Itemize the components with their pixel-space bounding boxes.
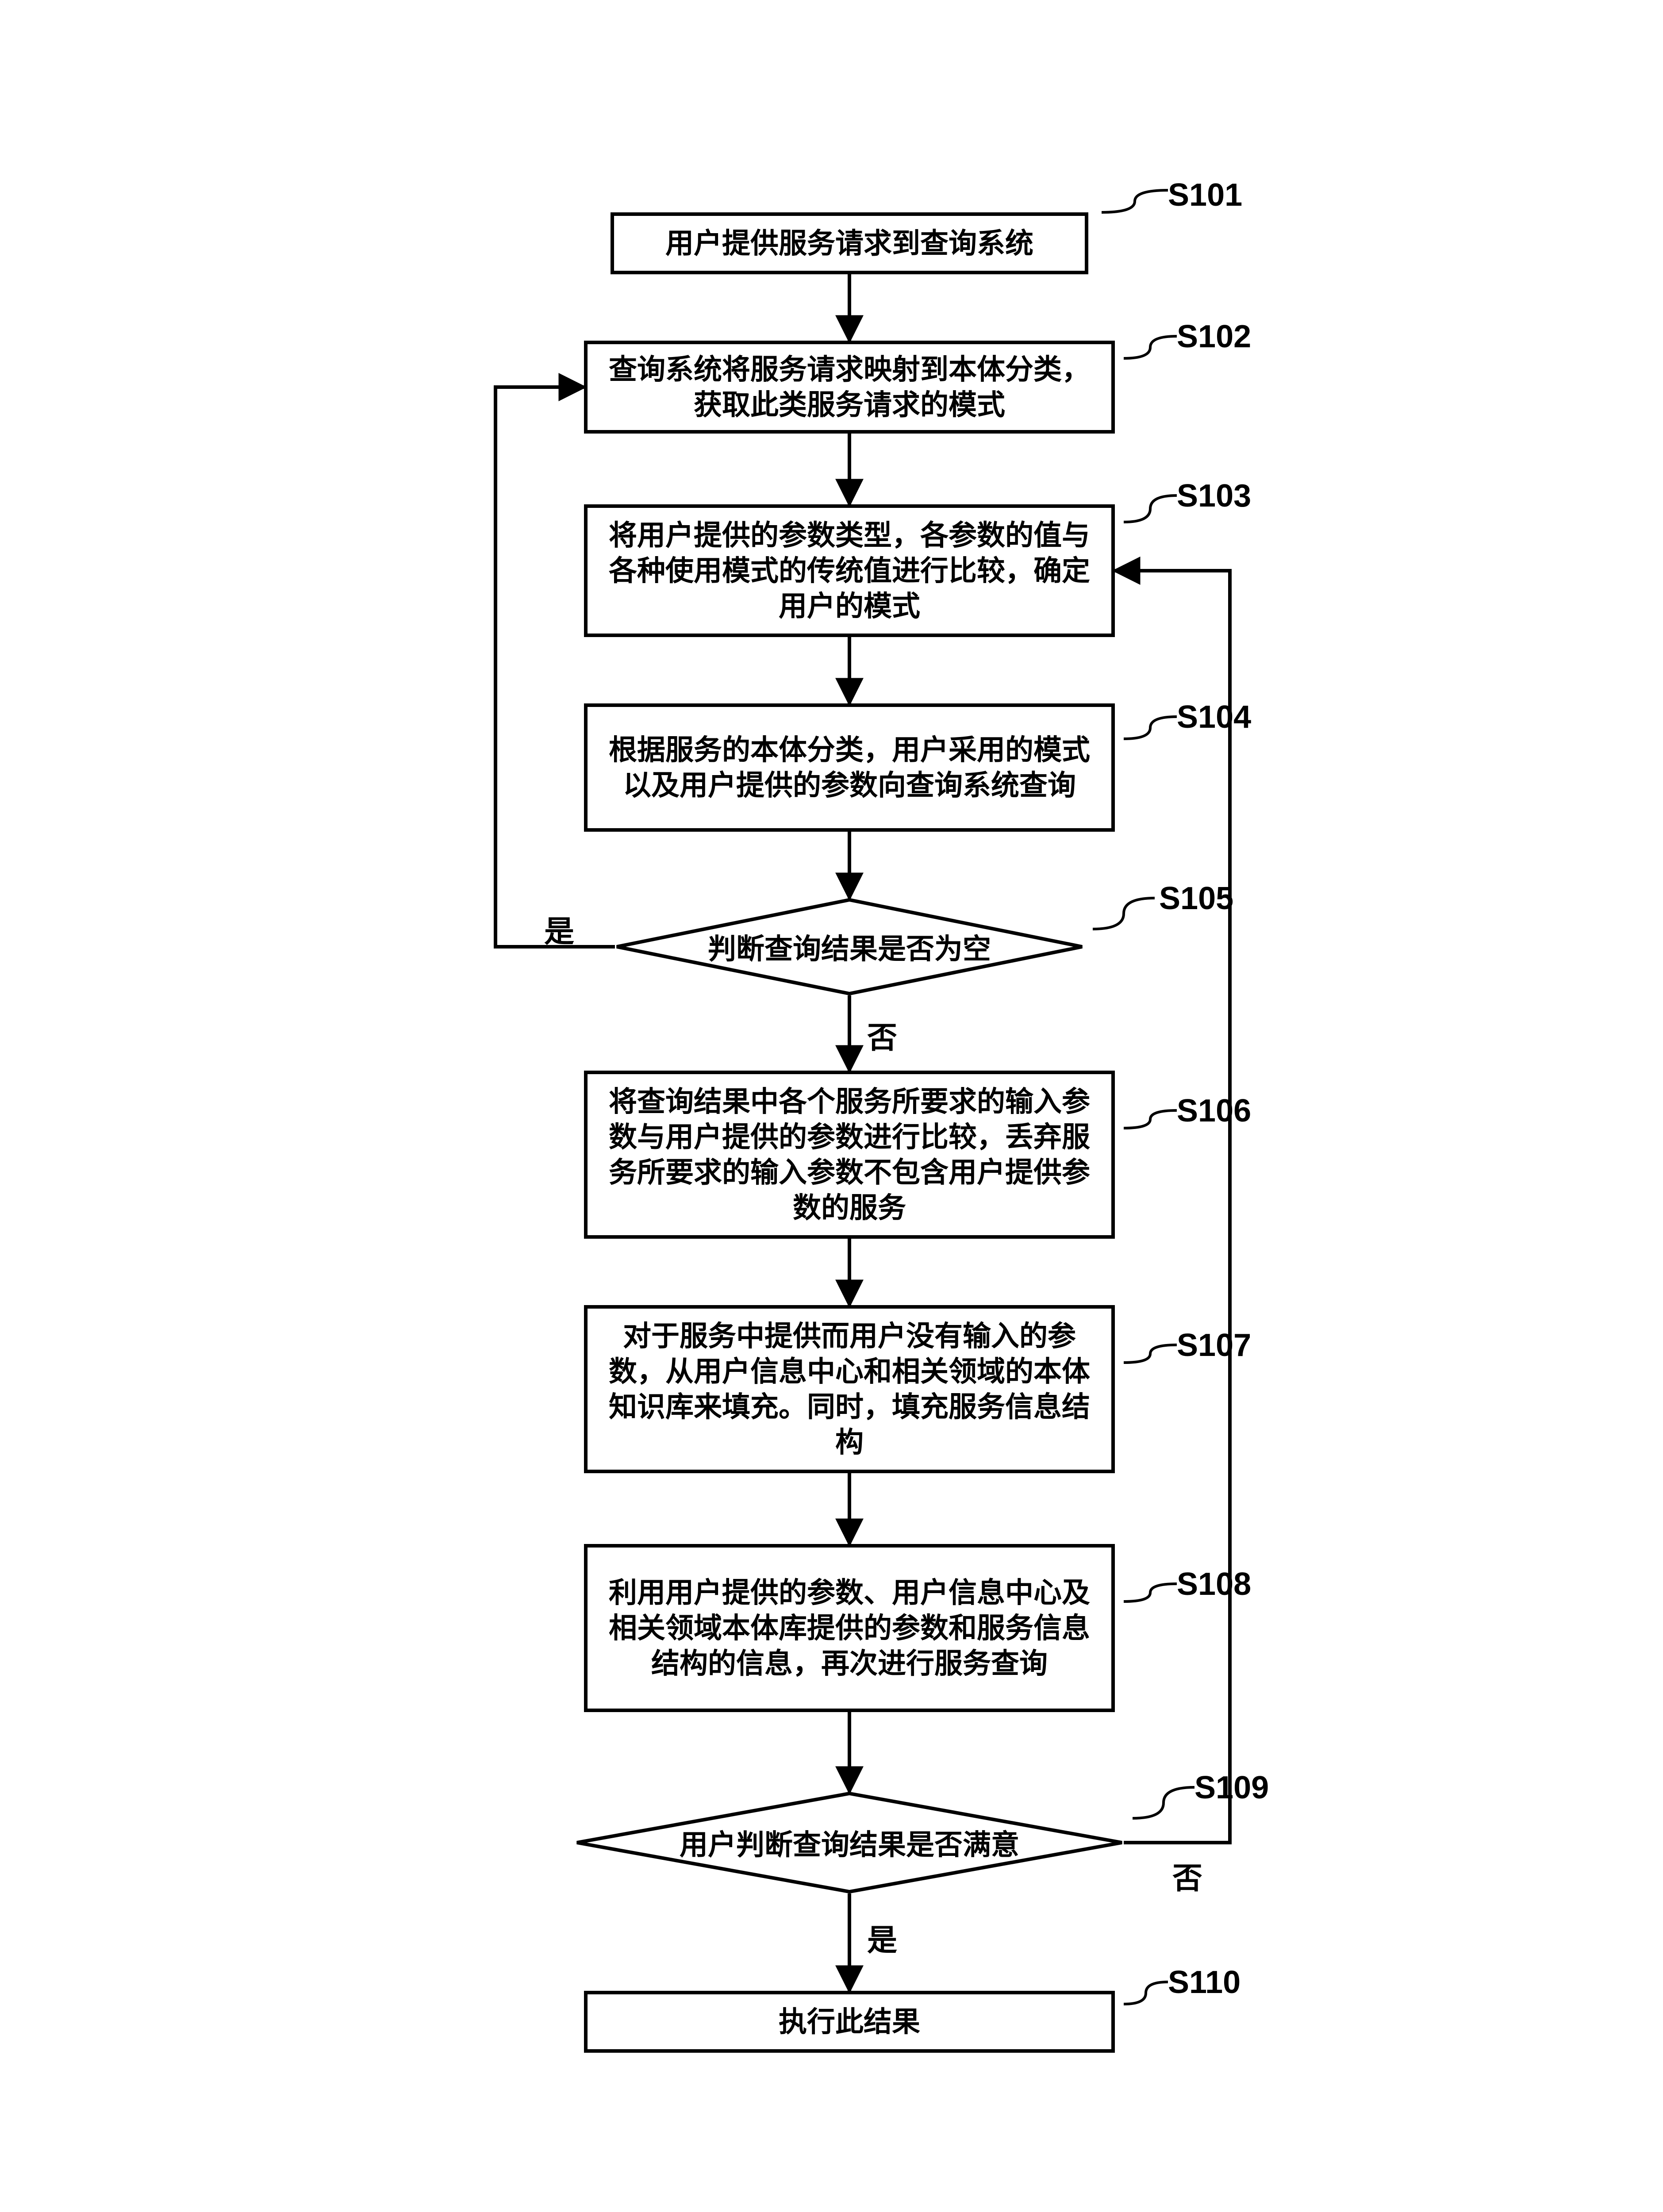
step-label-s109: S109 — [1194, 1770, 1269, 1806]
flowchart-canvas: 用户提供服务请求到查询系统查询系统将服务请求映射到本体分类，获取此类服务请求的模… — [0, 0, 1663, 2212]
node-s103: 将用户提供的参数类型，各参数的值与各种使用模式的传统值进行比较，确定用户的模式 — [584, 504, 1115, 637]
node-s101: 用户提供服务请求到查询系统 — [611, 212, 1088, 274]
node-text-s109: 用户判断查询结果是否满意 — [680, 1822, 1019, 1863]
edge-label-no_s105: 否 — [867, 1013, 897, 1057]
node-text-s106: 将查询结果中各个服务所要求的输入参数与用户提供的参数进行比较，丢弃服务所要求的输… — [601, 1084, 1098, 1225]
edge-label-no_s109: 否 — [1172, 1854, 1202, 1897]
step-label-s105: S105 — [1159, 880, 1233, 917]
step-label-s104: S104 — [1177, 699, 1251, 735]
node-s108: 利用用户提供的参数、用户信息中心及相关领域本体库提供的参数和服务信息结构的信息，… — [584, 1544, 1115, 1712]
edge-label-yes_s105: 是 — [544, 907, 574, 951]
node-text-s105: 判断查询结果是否为空 — [708, 926, 991, 967]
node-text-s101: 用户提供服务请求到查询系统 — [665, 226, 1033, 261]
node-s105: 判断查询结果是否为空 — [615, 898, 1084, 995]
step-label-s106: S106 — [1177, 1093, 1251, 1129]
step-label-s103: S103 — [1177, 478, 1251, 514]
step-label-s110: S110 — [1168, 1964, 1241, 2001]
node-s109: 用户判断查询结果是否满意 — [575, 1792, 1124, 1893]
node-text-s104: 根据服务的本体分类，用户采用的模式以及用户提供的参数向查询系统查询 — [601, 732, 1098, 803]
edge-label-yes_s109: 是 — [867, 1916, 897, 1959]
node-s106: 将查询结果中各个服务所要求的输入参数与用户提供的参数进行比较，丢弃服务所要求的输… — [584, 1071, 1115, 1239]
step-label-s101: S101 — [1168, 177, 1242, 213]
node-s107: 对于服务中提供而用户没有输入的参数，从用户信息中心和相关领域的本体知识库来填充。… — [584, 1305, 1115, 1473]
step-label-s102: S102 — [1177, 319, 1251, 355]
node-text-s110: 执行此结果 — [779, 2004, 920, 2039]
node-text-s107: 对于服务中提供而用户没有输入的参数，从用户信息中心和相关领域的本体知识库来填充。… — [601, 1318, 1098, 1460]
node-s110: 执行此结果 — [584, 1991, 1115, 2053]
node-s104: 根据服务的本体分类，用户采用的模式以及用户提供的参数向查询系统查询 — [584, 703, 1115, 832]
step-label-s107: S107 — [1177, 1327, 1251, 1363]
node-s102: 查询系统将服务请求映射到本体分类，获取此类服务请求的模式 — [584, 341, 1115, 434]
step-label-s108: S108 — [1177, 1566, 1251, 1602]
node-text-s108: 利用用户提供的参数、用户信息中心及相关领域本体库提供的参数和服务信息结构的信息，… — [601, 1575, 1098, 1681]
node-text-s103: 将用户提供的参数类型，各参数的值与各种使用模式的传统值进行比较，确定用户的模式 — [601, 518, 1098, 624]
node-text-s102: 查询系统将服务请求映射到本体分类，获取此类服务请求的模式 — [601, 352, 1098, 422]
